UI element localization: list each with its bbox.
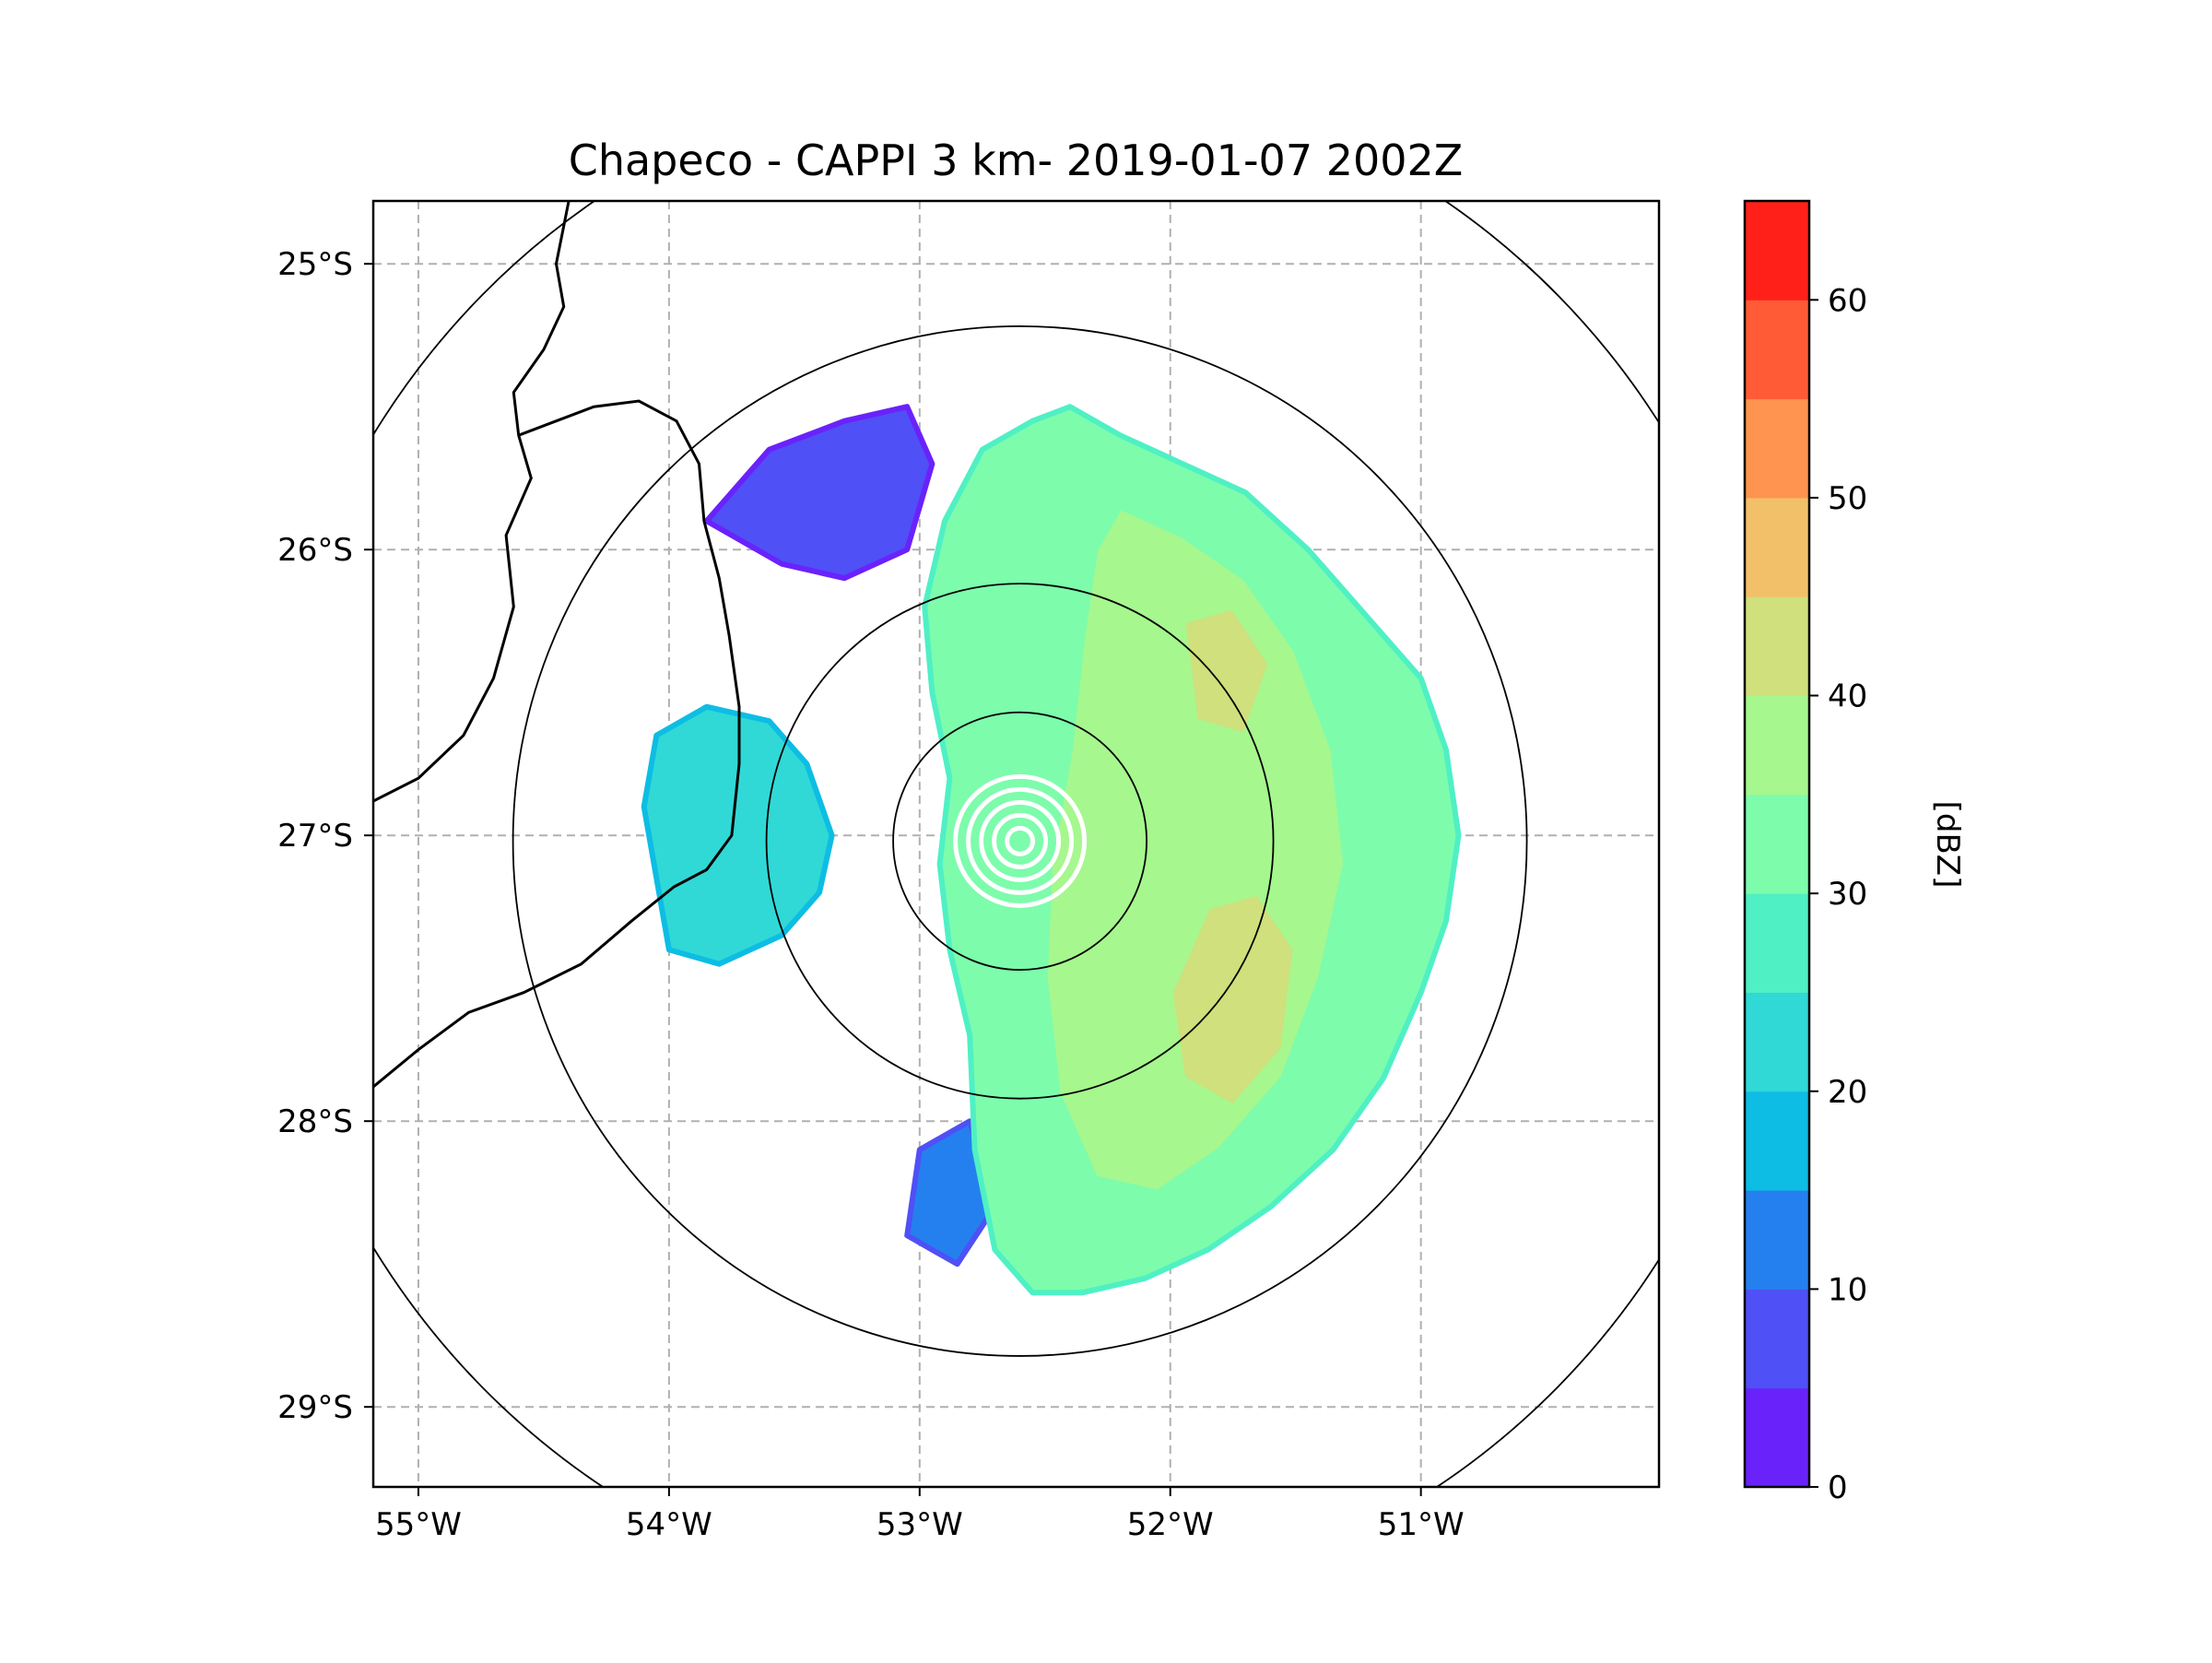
echo-peak-cell-2 [1180, 604, 1274, 738]
y-tick-label: 26°S [277, 532, 353, 569]
center-clutter-ring [992, 812, 1049, 869]
x-axis-ticks: 55°W 54°W 53°W 52°W 51°W [375, 1487, 1465, 1543]
colorbar-level [1745, 1387, 1809, 1488]
echo-northwest-streaks [703, 404, 935, 582]
center-clutter-ring [979, 799, 1062, 882]
x-tick-label: 52°W [1127, 1506, 1214, 1543]
colorbar-level [1745, 1091, 1809, 1191]
range-ring [892, 711, 1147, 971]
center-clutter-ring [953, 773, 1088, 908]
colorbar-tick-label: 50 [1828, 480, 1867, 517]
colorbar-frame [1743, 199, 1811, 1489]
y-tick-label: 27°S [277, 818, 353, 855]
x-tick-label: 55°W [375, 1506, 462, 1543]
plot-frame [371, 199, 1661, 1489]
colorbar-level [1745, 992, 1809, 1092]
echo-peak-cell-1 [1167, 890, 1299, 1110]
colorbar-level [1745, 1190, 1809, 1290]
echo-west-cluster [641, 703, 835, 967]
colorbar-tick-label: 20 [1828, 1074, 1867, 1111]
echo-south-cells [904, 1118, 998, 1268]
y-tick-label: 25°S [277, 246, 353, 283]
center-clutter-ring [966, 786, 1075, 895]
colorbar: 0 10 20 30 40 50 60 [dBZ] [1743, 199, 1966, 1506]
x-tick-label: 53°W [877, 1506, 963, 1543]
colorbar-tick-label: 40 [1828, 678, 1867, 715]
border-line [373, 201, 571, 803]
range-rings [373, 201, 1659, 1487]
colorbar-level [1745, 201, 1809, 301]
colorbar-ticks: 0 10 20 30 40 50 60 [1809, 282, 1867, 1506]
x-tick-label: 51°W [1378, 1506, 1465, 1543]
reflectivity-echoes [641, 404, 1462, 1296]
colorbar-label: [dBZ] [1929, 801, 1966, 889]
colorbar-level [1745, 794, 1809, 894]
y-tick-label: 29°S [277, 1389, 353, 1426]
colorbar-level [1745, 893, 1809, 993]
colorbar-level [1745, 695, 1809, 796]
colorbar-tick-label: 30 [1828, 876, 1867, 913]
y-axis-ticks: 25°S 26°S 27°S 28°S 29°S [277, 246, 373, 1426]
plot-area [373, 201, 1659, 1487]
range-ring [512, 324, 1528, 1357]
chart-title: Chapeco - CAPPI 3 km- 2019-01-07 2002Z [569, 136, 1464, 185]
range-ring [765, 583, 1275, 1100]
colorbar-level [1745, 596, 1809, 697]
colorbar-level [1745, 1289, 1809, 1389]
x-tick-label: 54°W [626, 1506, 712, 1543]
colorbar-tick-label: 10 [1828, 1271, 1867, 1308]
center-clutter-ring [1005, 825, 1036, 856]
colorbar-tick-label: 0 [1828, 1469, 1848, 1506]
y-tick-label: 28°S [277, 1103, 353, 1140]
colorbar-blocks [1745, 201, 1809, 1488]
colorbar-level [1745, 497, 1809, 597]
colorbar-tick-label: 60 [1828, 282, 1867, 319]
colorbar-level [1745, 300, 1809, 400]
colorbar-level [1745, 398, 1809, 499]
radar-center-rings [953, 773, 1088, 908]
